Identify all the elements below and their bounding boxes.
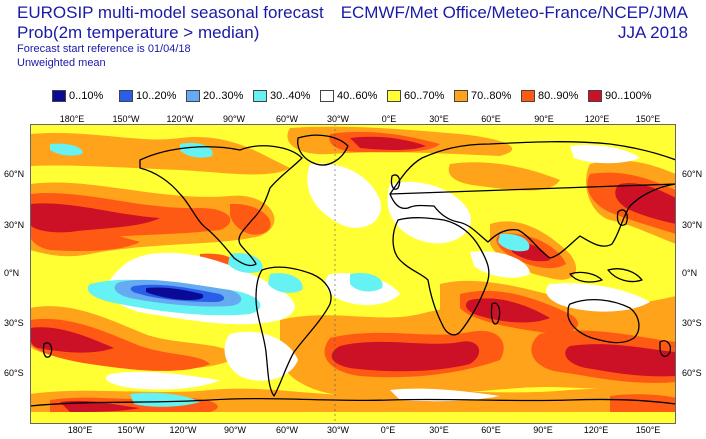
legend-label: 40..60% (337, 90, 378, 102)
forecast-weighting: Unweighted mean (17, 57, 106, 69)
legend-label: 80..90% (538, 90, 579, 102)
legend-swatch (588, 90, 602, 102)
legend-swatch (320, 90, 334, 102)
legend-label: 20..30% (203, 90, 244, 102)
lat-label-left: 30°N (4, 220, 25, 230)
probability-map (30, 124, 676, 424)
lon-label-top: 90°W (222, 114, 246, 124)
lat-label-right: 0°N (682, 268, 698, 278)
lon-label-top: 180°E (59, 114, 85, 124)
probability-legend: 0..10% 10..20% 20..30% 30..40% 40..60% 6… (52, 89, 655, 103)
lon-label-bottom: 150°W (117, 425, 145, 435)
legend-label: 70..80% (471, 90, 512, 102)
lon-label-top: 120°W (166, 114, 194, 124)
lon-label-top: 120°E (584, 114, 610, 124)
legend-item: 70..80% (454, 89, 521, 103)
lon-label-top: 30°E (429, 114, 449, 124)
legend-label: 0..10% (69, 90, 104, 102)
lon-label-bottom: 90°E (533, 425, 553, 435)
lon-label-bottom: 180°E (67, 425, 93, 435)
legend-swatch (253, 90, 267, 102)
lat-label-left: 30°S (4, 318, 24, 328)
legend-label: 10..20% (136, 90, 177, 102)
lon-label-bottom: 120°E (583, 425, 609, 435)
lon-label-top: 0°E (381, 114, 397, 124)
lat-label-right: 60°S (682, 368, 702, 378)
lon-label-top: 90°E (534, 114, 554, 124)
legend-swatch (119, 90, 133, 102)
legend-item: 20..30% (186, 89, 253, 103)
lat-label-left: 60°S (4, 368, 24, 378)
lon-label-top: 60°E (481, 114, 501, 124)
forecast-subtitle: Prob(2m temperature > median) (17, 23, 260, 42)
band-0-10 (146, 287, 204, 300)
map-frame (30, 124, 676, 424)
lon-label-bottom: 150°E (635, 425, 661, 435)
lon-label-top: 150°W (112, 114, 140, 124)
forecast-reference: Forecast start reference is 01/04/18 (17, 43, 191, 55)
legend-item: 90..100% (588, 89, 655, 103)
lon-label-top: 30°W (326, 114, 350, 124)
lon-label-bottom: 120°W (169, 425, 197, 435)
legend-item: 60..70% (387, 89, 454, 103)
lon-label-bottom: 90°W (223, 425, 247, 435)
legend-item: 10..20% (119, 89, 186, 103)
lon-label-top: 150°E (635, 114, 661, 124)
forecast-centres: ECMWF/Met Office/Meteo-France/NCEP/JMA (340, 3, 688, 22)
lon-label-bottom: 30°W (326, 425, 350, 435)
legend-label: 30..40% (270, 90, 311, 102)
legend-swatch (186, 90, 200, 102)
legend-swatch (521, 90, 535, 102)
legend-item: 40..60% (320, 89, 387, 103)
lat-label-right: 30°N (682, 220, 703, 230)
lat-label-right: 30°S (682, 318, 702, 328)
lat-label-right: 60°N (682, 169, 703, 179)
legend-swatch (52, 90, 66, 102)
lon-label-bottom: 60°E (481, 425, 501, 435)
lon-label-bottom: 30°E (429, 425, 449, 435)
legend-item: 30..40% (253, 89, 320, 103)
lat-label-left: 60°N (4, 169, 25, 179)
legend-item: 80..90% (521, 89, 588, 103)
forecast-season: JJA 2018 (618, 23, 688, 42)
legend-swatch (387, 90, 401, 102)
legend-swatch (454, 90, 468, 102)
lon-label-bottom: 0°E (380, 425, 396, 435)
forecast-title: EUROSIP multi-model seasonal forecast (17, 3, 324, 22)
coastlines (30, 134, 676, 407)
legend-item: 0..10% (52, 89, 119, 103)
lat-label-left: 0°N (4, 268, 20, 278)
legend-label: 60..70% (404, 90, 445, 102)
lon-label-top: 60°W (275, 114, 299, 124)
lon-label-bottom: 60°W (275, 425, 299, 435)
legend-label: 90..100% (605, 90, 652, 102)
